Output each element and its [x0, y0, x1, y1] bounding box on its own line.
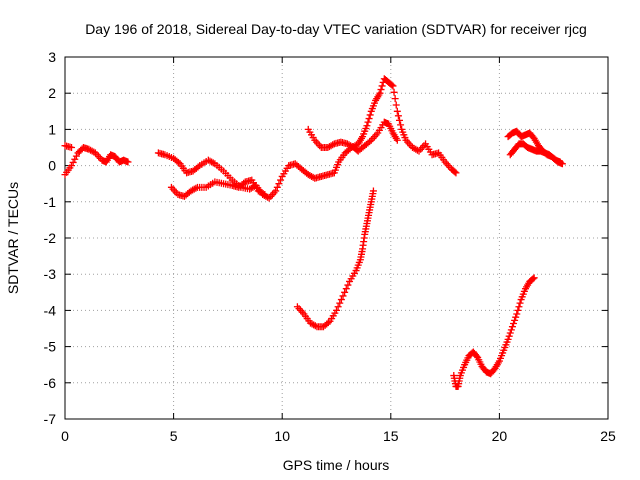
series-track-7: [450, 274, 538, 390]
data-point: [311, 322, 319, 330]
data-point: [388, 81, 396, 89]
data-point: [389, 82, 397, 90]
data-point: [275, 180, 283, 188]
y-tick-label: -5: [44, 339, 57, 355]
series-track-5: [304, 118, 401, 155]
data-series: [61, 75, 566, 390]
data-point: [516, 299, 524, 307]
x-axis-label: GPS time / hours: [283, 457, 390, 473]
data-point: [261, 191, 269, 199]
data-point: [392, 101, 400, 109]
data-point: [558, 160, 566, 168]
data-point: [394, 112, 402, 120]
series-track-9: [506, 140, 566, 168]
data-point: [363, 122, 371, 130]
data-point: [277, 176, 285, 184]
x-tick-label: 20: [492, 428, 508, 444]
data-point: [68, 144, 76, 151]
data-point: [342, 285, 350, 293]
data-point: [391, 95, 399, 103]
data-point: [329, 141, 337, 149]
data-point: [513, 310, 521, 318]
data-point: [341, 288, 349, 296]
y-tick-label: -7: [44, 411, 57, 427]
data-point: [451, 168, 459, 176]
data-point: [390, 88, 398, 96]
data-point: [369, 187, 377, 195]
data-point: [366, 111, 374, 119]
data-point: [413, 146, 421, 154]
data-point: [336, 299, 344, 307]
data-point: [273, 183, 281, 191]
y-tick-label: -1: [44, 194, 57, 210]
x-tick-label: 10: [274, 428, 290, 444]
data-point: [508, 323, 516, 331]
grid: [65, 57, 608, 419]
series-track-6: [293, 187, 377, 331]
data-point: [515, 303, 523, 311]
data-point: [174, 158, 182, 166]
data-point: [194, 163, 202, 171]
series-track-3: [154, 75, 460, 202]
data-point: [339, 292, 347, 300]
data-point: [504, 335, 512, 343]
data-point: [68, 162, 76, 170]
data-point: [514, 306, 522, 314]
data-point: [529, 275, 537, 283]
data-point: [364, 118, 372, 126]
y-tick-label: 0: [48, 158, 56, 174]
y-tick-label: 2: [48, 85, 56, 101]
y-tick-label: 1: [48, 121, 56, 137]
data-point: [337, 296, 345, 304]
chart-title: Day 196 of 2018, Sidereal Day-to-day VTE…: [85, 21, 587, 37]
data-point: [506, 329, 514, 337]
data-point: [333, 306, 340, 314]
data-point: [377, 86, 385, 94]
y-axis-label: SDTVAR / TECUs: [5, 182, 21, 294]
x-tick-label: 0: [61, 428, 69, 444]
data-point: [365, 115, 373, 123]
y-tick-label: -3: [44, 266, 57, 282]
data-point: [324, 319, 332, 327]
data-point: [334, 303, 342, 311]
series-track-2: [61, 144, 132, 179]
data-point: [378, 82, 386, 90]
x-tick-label: 15: [383, 428, 399, 444]
plot-border: [64, 56, 609, 420]
data-point: [209, 159, 217, 167]
data-point: [259, 190, 267, 198]
data-point: [511, 316, 519, 324]
data-point: [452, 169, 460, 177]
data-point: [393, 107, 401, 115]
data-point: [473, 352, 481, 360]
series-track-4: [167, 176, 269, 200]
x-tick-label: 5: [170, 428, 178, 444]
data-point: [507, 326, 515, 334]
data-point: [397, 121, 405, 129]
data-point: [512, 313, 520, 321]
x-tick-label: 25: [600, 428, 616, 444]
y-tick-label: 3: [48, 49, 56, 65]
data-point: [530, 274, 538, 282]
data-point: [395, 116, 403, 124]
axis-ticks: 0 5 10 15 20 25 -7 -6 -5 -4 -3 -2 -1 0 1 2 3: [44, 49, 616, 444]
data-point: [69, 158, 77, 166]
y-tick-label: -4: [44, 302, 57, 318]
y-tick-label: -2: [44, 230, 57, 246]
data-point: [505, 332, 513, 340]
data-point: [72, 152, 80, 160]
series-track-1: [61, 142, 76, 151]
y-tick-label: -6: [44, 375, 57, 391]
data-point: [366, 138, 374, 146]
data-point: [344, 281, 352, 289]
data-point: [376, 89, 384, 97]
data-point: [510, 320, 518, 328]
data-point: [192, 184, 200, 192]
data-point: [272, 187, 280, 195]
data-point: [71, 155, 79, 163]
data-point: [393, 136, 401, 144]
data-point: [124, 158, 132, 166]
